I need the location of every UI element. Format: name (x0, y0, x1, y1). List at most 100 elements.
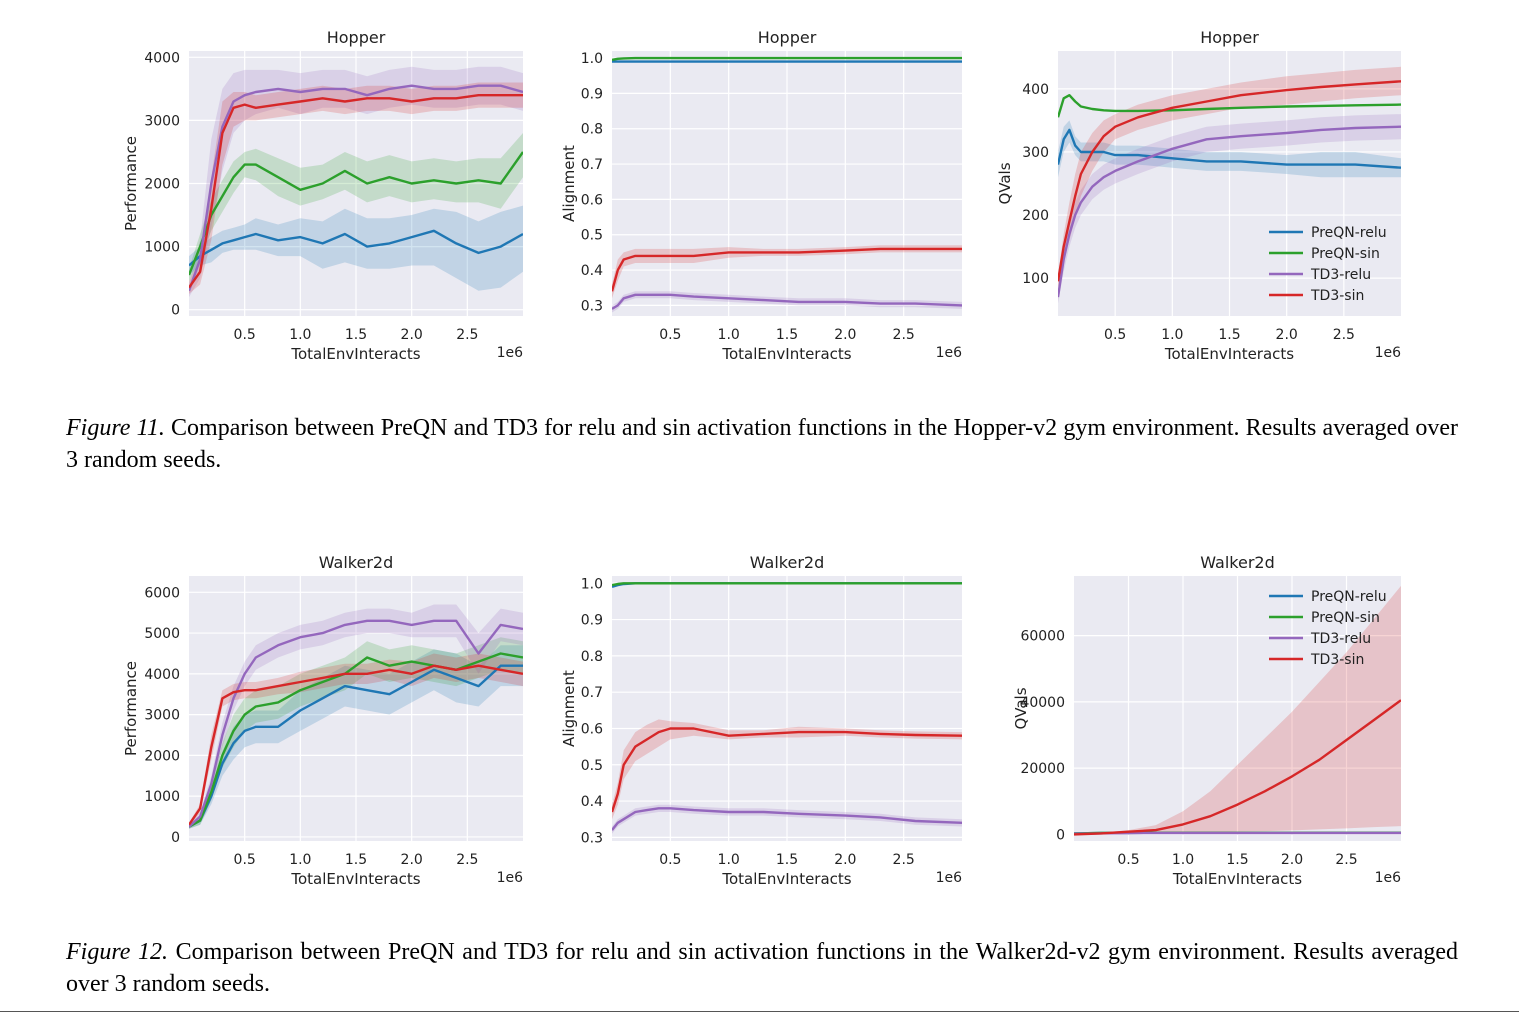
x-tick-label: 1.5 (345, 852, 367, 868)
line-td3-relu (1058, 125, 1401, 298)
y-tick-label: 0.4 (581, 794, 603, 810)
chart-1: 0.5 1.0 1.5 2.0 2.5 0 1000 2000 3000 4000 Hopper To… (122, 28, 523, 363)
x-axis-label: TotalEnvInteracts (1172, 870, 1302, 888)
x-tick-label: 1.0 (289, 852, 311, 868)
legend-label: TD3-relu (1310, 267, 1371, 283)
line-td3-relu (612, 807, 962, 831)
chart-title: Walker2d (750, 553, 825, 572)
y-tick-label: 0.7 (581, 157, 603, 173)
y-tick-label: 0.5 (581, 758, 603, 774)
y-axis-label: Alignment (560, 145, 578, 222)
legend-label: TD3-relu (1310, 631, 1371, 647)
y-axis-label: Performance (122, 136, 140, 231)
x-axis-label: TotalEnvInteracts (290, 345, 420, 363)
line-preqn-sin (1058, 93, 1401, 118)
y-tick-label: 1.0 (581, 51, 603, 67)
chart-6: 0.5 1.0 1.5 2.0 2.5 0 20000 40000 60000 Walker2d T… (1012, 553, 1401, 888)
x-tick-label: 1.5 (345, 327, 367, 343)
chart-title: Hopper (758, 28, 817, 47)
chart-3: 0.5 1.0 1.5 2.0 2.5 100 200 300 400 Hopper TotalEn… (996, 28, 1401, 363)
line-td3-sin (612, 247, 962, 292)
x-offset-text: 1e6 (1375, 870, 1402, 886)
line-td3-relu (612, 293, 962, 310)
y-tick-label: 3000 (144, 708, 180, 724)
y-tick-label: 4000 (144, 667, 180, 683)
line-preqn-relu (189, 664, 523, 828)
y-tick-label: 0.3 (581, 298, 603, 314)
x-tick-label: 1.5 (1218, 327, 1240, 343)
x-tick-label: 1.5 (776, 852, 798, 868)
y-tick-label: 0.7 (581, 685, 603, 701)
x-tick-label: 0.5 (659, 852, 681, 868)
y-tick-label: 0 (1056, 827, 1065, 843)
y-tick-label: 0.6 (581, 192, 603, 208)
x-tick-label: 1.0 (289, 327, 311, 343)
x-tick-label: 1.5 (776, 327, 798, 343)
x-tick-label: 2.5 (893, 852, 915, 868)
plot-series-group (189, 66, 523, 298)
line-preqn-sin (612, 582, 962, 587)
x-tick-label: 1.0 (718, 327, 740, 343)
x-axis-label: TotalEnvInteracts (1164, 345, 1294, 363)
x-tick-label: 2.5 (456, 327, 478, 343)
x-tick-label: 0.5 (234, 327, 256, 343)
band-td3-relu (1058, 114, 1401, 304)
chart-4: 0.5 1.0 1.5 2.0 2.5 0 1000 2000 3000 4000 5000 6000… (122, 553, 523, 888)
y-tick-label: 3000 (144, 113, 180, 129)
line-td3-sin (612, 727, 962, 813)
legend-label: PreQN-relu (1311, 589, 1387, 605)
x-tick-label: 2.0 (1276, 327, 1298, 343)
line-preqn-relu (189, 229, 523, 267)
line-td3-sin (1058, 80, 1401, 282)
chart-title: Hopper (327, 28, 386, 47)
y-tick-label: 0 (171, 830, 180, 846)
y-tick-label: 6000 (144, 585, 180, 601)
line-td3-relu (189, 619, 523, 828)
plot-series-group (189, 604, 523, 829)
line-preqn-sin (189, 151, 523, 276)
legend-label: PreQN-sin (1311, 246, 1380, 262)
x-offset-text: 1e6 (936, 345, 963, 361)
band-preqn-relu (189, 205, 523, 291)
band-td3-relu (189, 604, 523, 829)
y-tick-label: 200 (1022, 208, 1049, 224)
legend: PreQN-relu PreQN-sin TD3-relu TD3-sin (1269, 225, 1387, 304)
line-td3-relu (189, 84, 523, 292)
plot-series-group (612, 56, 962, 313)
y-tick-label: 0.9 (581, 86, 603, 102)
figure-11-text: Comparison between PreQN and TD3 for rel… (66, 415, 1458, 473)
y-tick-label: 2000 (144, 177, 180, 193)
band-td3-sin (189, 653, 523, 827)
band-td3-sin (612, 719, 962, 820)
band-td3-relu (612, 804, 962, 834)
x-tick-label: 2.5 (1333, 327, 1355, 343)
chart-title: Hopper (1200, 28, 1259, 47)
figure-12-caption: Figure 12. Comparison between PreQN and … (66, 936, 1458, 1000)
line-td3-sin (189, 93, 523, 289)
x-tick-label: 0.5 (234, 852, 256, 868)
y-tick-label: 300 (1022, 145, 1049, 161)
chart-5: 0.5 1.0 1.5 2.0 2.5 0.3 0.4 0.5 0.6 0.7 0.8 0.9 1.0 W… (560, 553, 962, 888)
y-tick-label: 100 (1022, 271, 1049, 287)
x-offset-text: 1e6 (1375, 345, 1402, 361)
figure-12-text: Comparison between PreQN and TD3 for rel… (66, 939, 1459, 997)
y-axis-label: Alignment (560, 670, 578, 747)
band-preqn-relu (189, 645, 523, 829)
x-tick-label: 2.5 (1335, 852, 1357, 868)
band-td3-relu (189, 66, 523, 298)
x-tick-label: 1.0 (1172, 852, 1194, 868)
legend-label: PreQN-relu (1311, 225, 1387, 241)
legend-label: PreQN-sin (1311, 610, 1380, 626)
y-axis-label: QVals (1012, 687, 1030, 729)
y-axis-label: Performance (122, 661, 140, 756)
figure-11-label: Figure 11. (66, 415, 165, 441)
plot-series-group (612, 582, 962, 834)
y-tick-label: 1.0 (581, 576, 603, 592)
y-tick-label: 2000 (144, 748, 180, 764)
chart-2: 0.5 1.0 1.5 2.0 2.5 0.3 0.4 0.5 0.6 0.7 0.8 0.9 1.0 H… (560, 28, 962, 363)
line-td3-sin (1074, 699, 1401, 836)
x-offset-text: 1e6 (497, 870, 524, 886)
line-preqn-relu (1058, 128, 1401, 169)
line-preqn-sin (612, 56, 962, 61)
